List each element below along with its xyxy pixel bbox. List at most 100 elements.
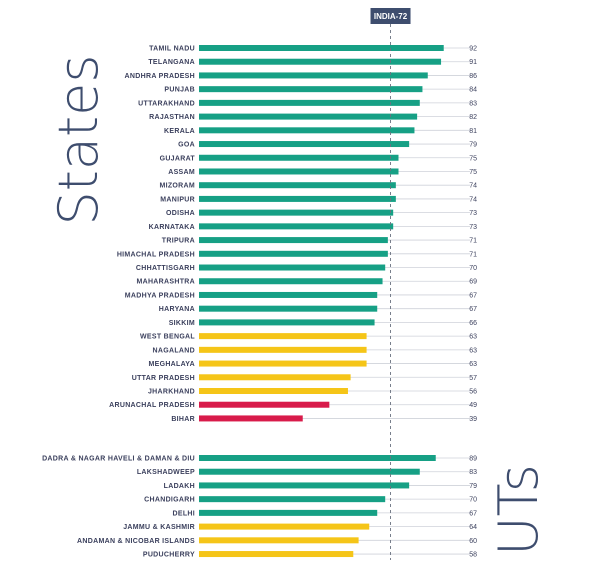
category-label: DELHI [173,510,196,517]
bar [199,401,330,408]
category-label: GOA [178,142,195,149]
value-label: 63 [469,334,477,341]
category-label: MAHARASHTRA [136,279,195,286]
bar-tracks [199,47,470,555]
category-label: TAMIL NADU [149,46,195,53]
category-label: TELANGANA [148,59,195,66]
category-label: PUNJAB [164,87,195,94]
value-label: 73 [469,210,477,217]
bar [199,264,386,271]
value-label: 49 [469,402,477,409]
category-label: HARYANA [159,306,195,313]
category-label: KARNATAKA [149,224,195,231]
group-title: States [47,54,110,225]
value-label: 83 [469,100,477,107]
bar [199,250,388,257]
reference-line: INDIA-72 [370,8,411,560]
bar [199,305,378,312]
value-label: 82 [469,114,477,121]
category-label: MIZORAM [159,183,195,190]
value-label: 56 [469,389,477,396]
value-label: 71 [469,251,477,258]
bar [199,237,388,244]
category-label: MADHYA PRADESH [125,292,195,299]
value-label: 83 [469,469,477,476]
bar [199,388,348,394]
category-label: HIMACHAL PRADESH [117,251,195,258]
group-title: UTs [487,464,550,556]
value-label: 71 [469,238,477,245]
category-label: MANIPUR [160,196,195,203]
value-label: 67 [469,292,477,299]
bar [199,523,370,530]
value-label: 63 [469,361,477,368]
bar [199,278,383,285]
category-label: ANDAMAN & NICOBAR ISLANDS [77,538,195,545]
value-label: 79 [469,483,477,490]
bar [199,346,367,353]
value-label: 57 [469,375,477,382]
bar [199,455,436,461]
category-label: UTTAR PRADESH [132,375,195,382]
bar [199,141,410,148]
value-label: 60 [469,538,477,545]
category-label: MEGHALAYA [148,361,195,368]
value-label: 89 [469,456,477,463]
value-label: 81 [469,128,477,135]
value-label: 75 [469,155,477,162]
reference-marker-box [370,8,411,24]
category-label: SIKKIM [169,320,195,327]
value-label: 64 [469,524,477,531]
bar [199,99,420,106]
value-label: 86 [469,73,477,80]
value-label: 39 [469,416,477,423]
bar [199,127,415,134]
value-label: 79 [469,142,477,149]
value-label: 70 [469,497,477,504]
bar [199,482,410,489]
bar [199,468,420,475]
bar [199,374,351,381]
bar [199,154,399,161]
value-labels: 92 91 86 84 83 82 81 79 75 75 74 74 73 73 71 71 70 69 67 67… [469,46,477,559]
bars [199,45,444,558]
value-label: 92 [469,46,477,53]
category-label: ODISHA [166,210,195,217]
bar [199,182,396,189]
category-label: JAMMU & KASHMIR [123,524,195,531]
value-label: 84 [469,87,477,94]
category-label: UTTARAKHAND [138,100,195,107]
category-label: BIHAR [171,416,195,423]
bar [199,496,386,503]
bar [199,415,303,422]
bar [199,86,423,93]
bar [199,360,367,367]
value-label: 66 [469,320,477,327]
value-label: 75 [469,169,477,176]
value-label: 67 [469,306,477,313]
category-label: ASSAM [168,169,195,176]
category-label: RAJASTHAN [149,114,195,121]
value-label: 91 [469,59,477,66]
category-label: TRIPURA [162,238,195,245]
category-label: WEST BENGAL [140,334,195,341]
category-label: ARUNACHAL PRADESH [109,402,195,409]
bar [199,319,375,326]
bar [199,209,394,216]
row-labels: TAMIL NADU TELANGANA ANDHRA PRADESH PUNJAB U… [42,46,195,559]
category-label: LADAKH [164,483,195,490]
category-label: KERALA [164,128,195,135]
value-label: 74 [469,183,477,190]
value-label: 63 [469,347,477,354]
category-label: CHANDIGARH [144,497,195,504]
bar [199,168,399,175]
reference-marker-label: INDIA-72 [374,12,408,21]
bar [199,113,418,120]
category-label: NAGALAND [153,347,195,354]
category-label: PUDUCHERRY [143,552,195,559]
bar [199,72,428,79]
category-label: CHHATTISGARH [136,265,195,272]
category-label: DADRA & NAGAR HAVELI & DAMAN & DIU [42,456,195,463]
